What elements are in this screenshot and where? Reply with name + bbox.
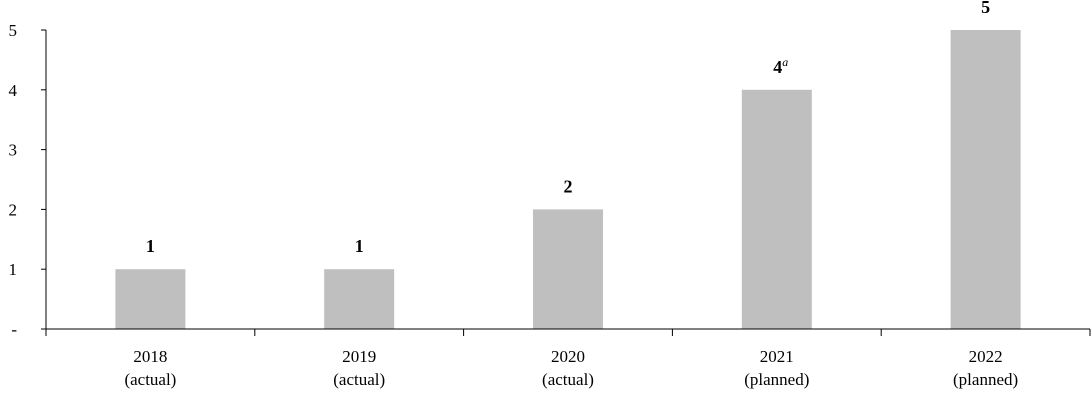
category-label-status: (actual) [542,370,594,389]
y-tick-label: 2 [9,200,18,219]
data-label-value: 5 [981,0,990,17]
data-labels: 1 1 2 4a 5 [146,0,990,256]
bar [115,269,186,329]
y-tick-label: 1 [9,260,18,279]
data-label: 1 [355,236,364,256]
category-label-year: 2019 [342,347,376,366]
x-axis: 2018 (actual) 2019 (actual) 2020 (actual) 2021… [45,328,1091,389]
data-label: 1 [146,236,155,256]
category-label-year: 2020 [551,347,585,366]
data-label-value: 4 [773,57,782,77]
category-label-status: (actual) [124,370,176,389]
bar [950,30,1021,329]
bar [741,89,812,329]
y-tick-label: 4 [9,81,18,100]
category-label-status: (planned) [744,370,809,389]
data-label: 5 [981,0,990,17]
y-tick-label: 3 [9,141,18,160]
category-label-year: 2018 [133,347,167,366]
bar [533,209,603,329]
category-label-year: 2022 [969,347,1003,366]
data-label: 2 [564,176,573,196]
category-label-year: 2021 [760,347,794,366]
data-label-footnote-marker: a [782,55,788,69]
bars [115,30,1021,329]
data-label-value: 1 [146,236,155,256]
y-axis: - 1 2 3 4 5 [9,21,47,339]
data-label-value: 2 [564,176,573,196]
bar [324,269,395,329]
data-label: 4a [773,55,788,77]
category-label-status: (actual) [333,370,385,389]
category-label-status: (planned) [953,370,1018,389]
data-label-value: 1 [355,236,364,256]
y-tick-label: - [11,320,17,339]
y-tick-label: 5 [9,21,18,40]
